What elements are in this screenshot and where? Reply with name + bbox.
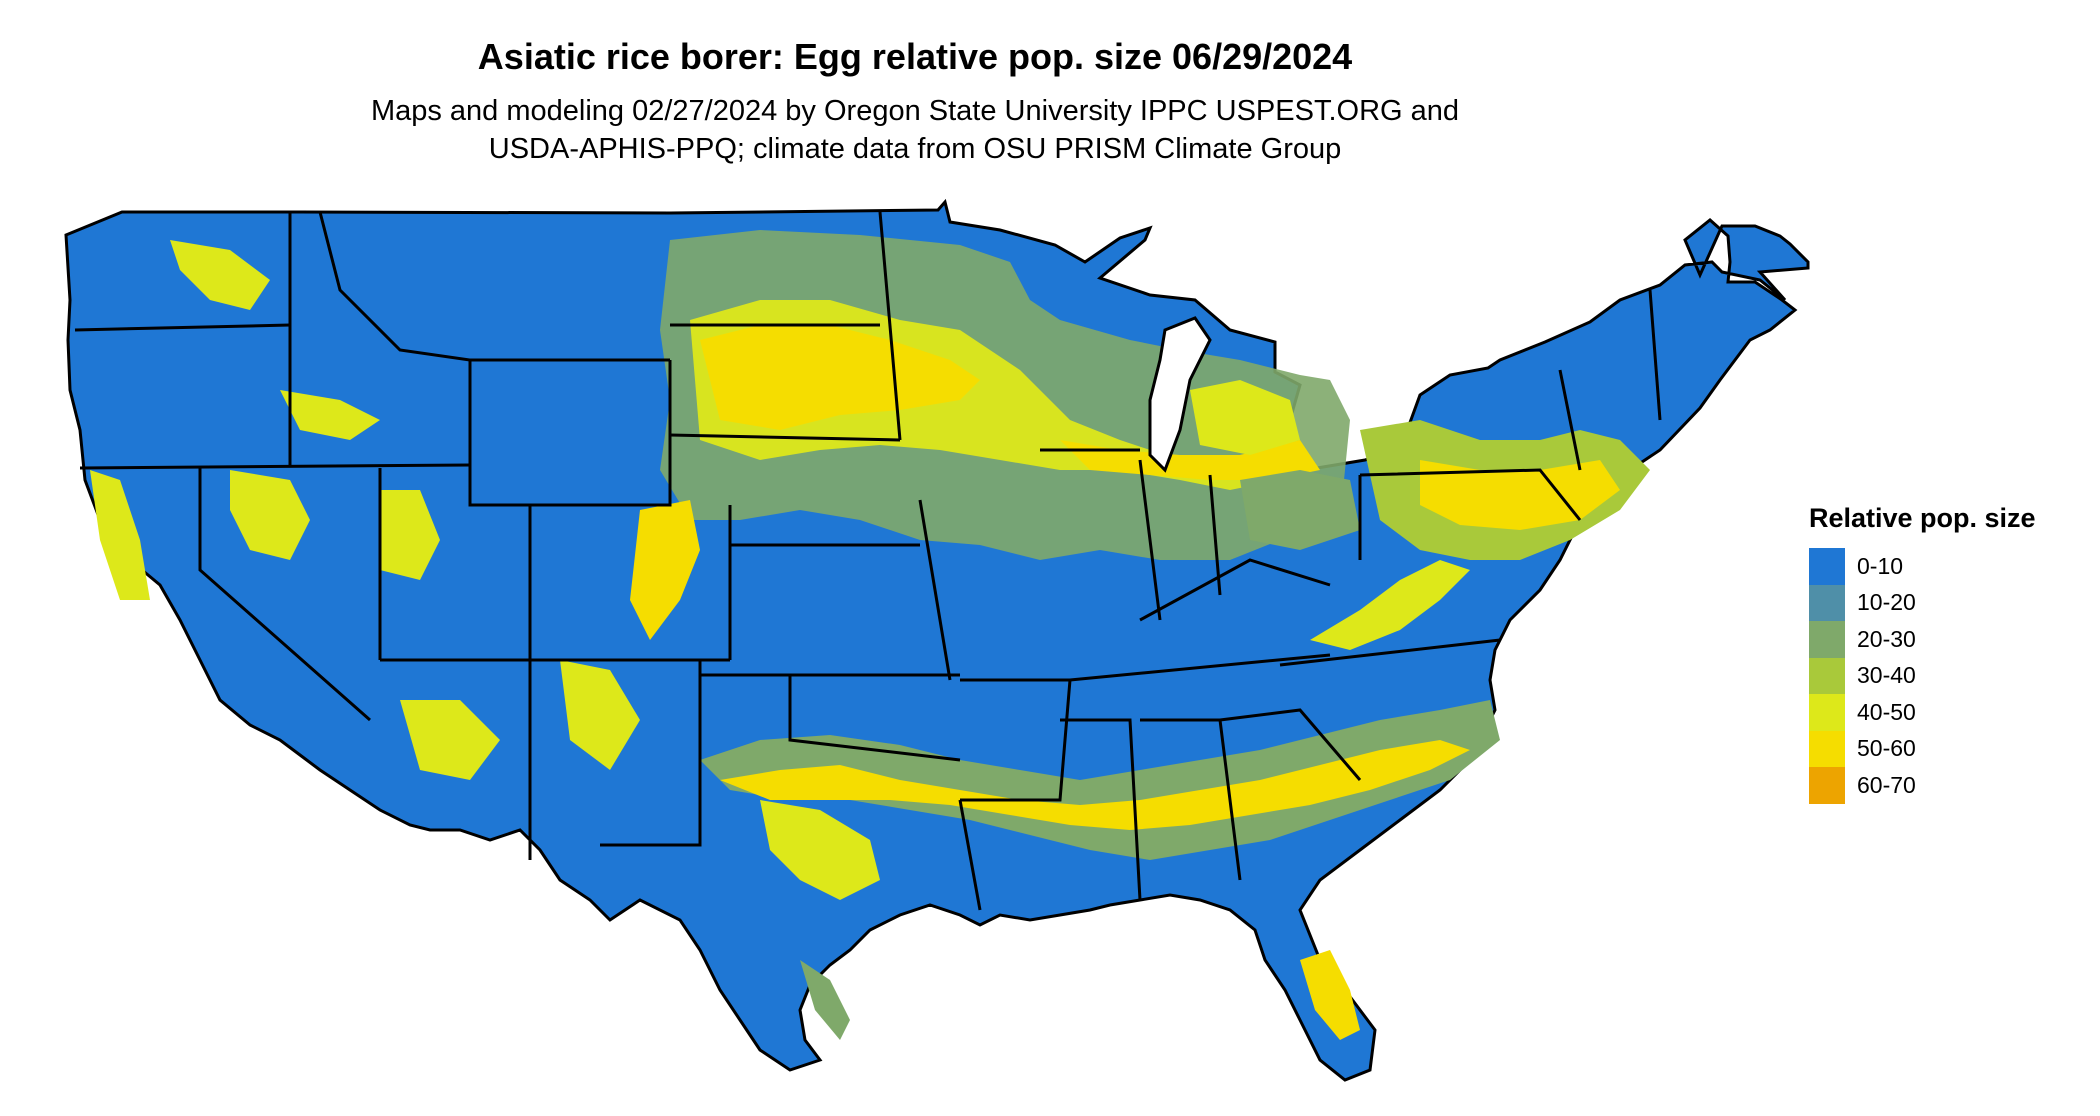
band-new-mexico-patches [560, 660, 640, 770]
legend-label: 0-10 [1857, 552, 1904, 579]
boundary-sd-ne [669, 433, 901, 442]
boundary-ca-nv [198, 468, 371, 722]
legend-label: 20-30 [1857, 625, 1916, 652]
band-ohio-green [1240, 470, 1360, 550]
lake-michigan [1148, 316, 1212, 473]
band-pacific-northwest [170, 240, 270, 310]
legend-swatch [1809, 694, 1845, 731]
boundary-nc-va [1279, 638, 1501, 667]
legend: Relative pop. size 0-10 10-20 20-30 30-4… [1809, 503, 2036, 804]
legend-swatch [1809, 584, 1845, 621]
boundary-ar-la [960, 678, 1072, 802]
legend-item: 40-50 [1809, 694, 2036, 731]
map-subtitle: Maps and modeling 02/27/2024 by Oregon S… [0, 92, 1830, 168]
band-oregon-patches [280, 390, 380, 440]
band-utah-patches [380, 490, 440, 580]
state-boundaries [74, 211, 1662, 911]
legend-item: 20-30 [1809, 621, 2036, 658]
boundary-ky-oh [1139, 558, 1331, 622]
band-gulf-coast-green [800, 960, 850, 1040]
band-california-coast [90, 470, 150, 600]
legend-item: 50-60 [1809, 730, 2036, 767]
legend-swatch [1809, 730, 1845, 767]
legend-swatch [1809, 621, 1845, 658]
band-arizona-patches [400, 700, 500, 780]
boundary-nh-me [1648, 289, 1662, 421]
map-title: Asiatic rice borer: Egg relative pop. si… [477, 36, 1353, 77]
boundary-dakotas-mn [878, 211, 902, 441]
legend-label: 60-70 [1857, 771, 1916, 798]
band-south-green [700, 700, 1500, 860]
legend-item: 10-20 [1809, 584, 2036, 621]
band-northern-plains-yellow [700, 325, 980, 430]
band-south-yellow [720, 740, 1470, 830]
band-colorado-front [630, 500, 700, 640]
boundary-ok-tx [700, 673, 961, 762]
boundary-mo [918, 499, 952, 681]
boundary-ny-vt [1558, 369, 1582, 471]
legend-swatch [1809, 548, 1845, 585]
legend-swatch [1809, 767, 1845, 804]
band-michigan-yellow [1190, 380, 1300, 455]
boundary-in-oh [1208, 474, 1222, 596]
band-great-lakes-yellow [1060, 440, 1320, 480]
legend-label: 40-50 [1857, 698, 1916, 725]
suitability-bands [90, 230, 1650, 1040]
boundary-ga-sc [1219, 708, 1362, 781]
boundary-nm-tx [600, 660, 702, 847]
boundary-ms-al [1060, 718, 1142, 901]
band-texas-yellow [760, 800, 880, 900]
legend-item: 30-40 [1809, 657, 2036, 694]
legend-label: 30-40 [1857, 662, 1916, 689]
subtitle-line-1: Maps and modeling 02/27/2024 by Oregon S… [370, 95, 1460, 127]
boundary-pa-ny [1359, 468, 1582, 521]
legend-label: 10-20 [1857, 589, 1916, 616]
boundary-wy [468, 360, 672, 507]
boundary-tn-ky [1069, 653, 1331, 682]
subtitle-line-2: USDA-APHIS-PPQ; climate data from OSU PR… [488, 133, 1342, 165]
boundary-or-ca-nv [79, 463, 471, 470]
legend-swatch [1809, 657, 1845, 694]
band-appalachian [1310, 560, 1470, 650]
band-nevada-patches [230, 470, 310, 560]
boundary-il-in [1138, 459, 1162, 621]
band-florida-yellow [1300, 950, 1360, 1040]
legend-title: Relative pop. size [1809, 503, 2036, 533]
legend-item: 60-70 [1809, 767, 2036, 804]
band-northeast-yellow [1420, 460, 1620, 530]
boundary-la-tx [958, 799, 982, 911]
legend-label: 50-60 [1857, 735, 1916, 762]
legend-item: 0-10 [1809, 548, 2036, 585]
boundary-wa-or [74, 323, 291, 332]
